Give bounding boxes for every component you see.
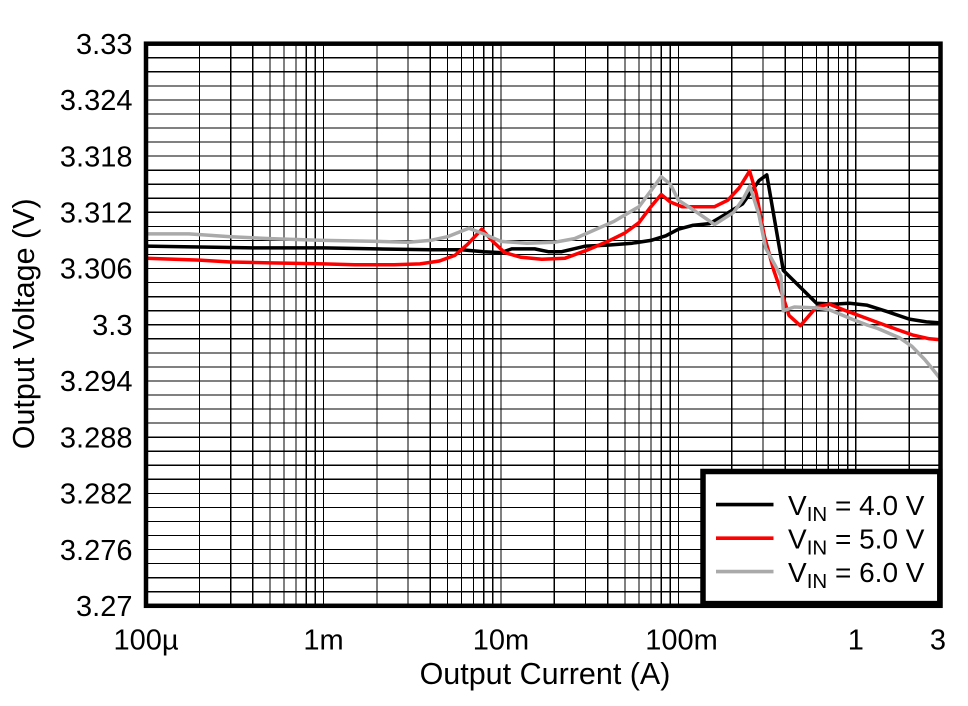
svg-text:3.33: 3.33 — [76, 29, 132, 61]
svg-text:3.3: 3.3 — [92, 310, 132, 342]
svg-text:Output Current (A): Output Current (A) — [420, 657, 671, 691]
svg-text:100m: 100m — [645, 624, 718, 656]
svg-text:3: 3 — [930, 624, 946, 656]
svg-text:3.282: 3.282 — [60, 479, 133, 511]
svg-text:3.294: 3.294 — [60, 366, 133, 398]
svg-text:3.276: 3.276 — [60, 535, 133, 567]
svg-text:3.324: 3.324 — [60, 85, 133, 117]
svg-text:1m: 1m — [303, 624, 343, 656]
svg-text:VIN = 5.0 V: VIN = 5.0 V — [788, 523, 925, 559]
svg-text:1: 1 — [848, 624, 864, 656]
svg-text:3.27: 3.27 — [76, 591, 132, 623]
svg-text:Output Voltage (V): Output Voltage (V) — [7, 198, 41, 449]
svg-text:100µ: 100µ — [113, 624, 178, 656]
svg-text:3.312: 3.312 — [60, 198, 133, 230]
svg-text:3.318: 3.318 — [60, 141, 133, 173]
svg-text:3.288: 3.288 — [60, 422, 133, 454]
svg-text:10m: 10m — [473, 624, 529, 656]
svg-text:3.306: 3.306 — [60, 254, 133, 286]
